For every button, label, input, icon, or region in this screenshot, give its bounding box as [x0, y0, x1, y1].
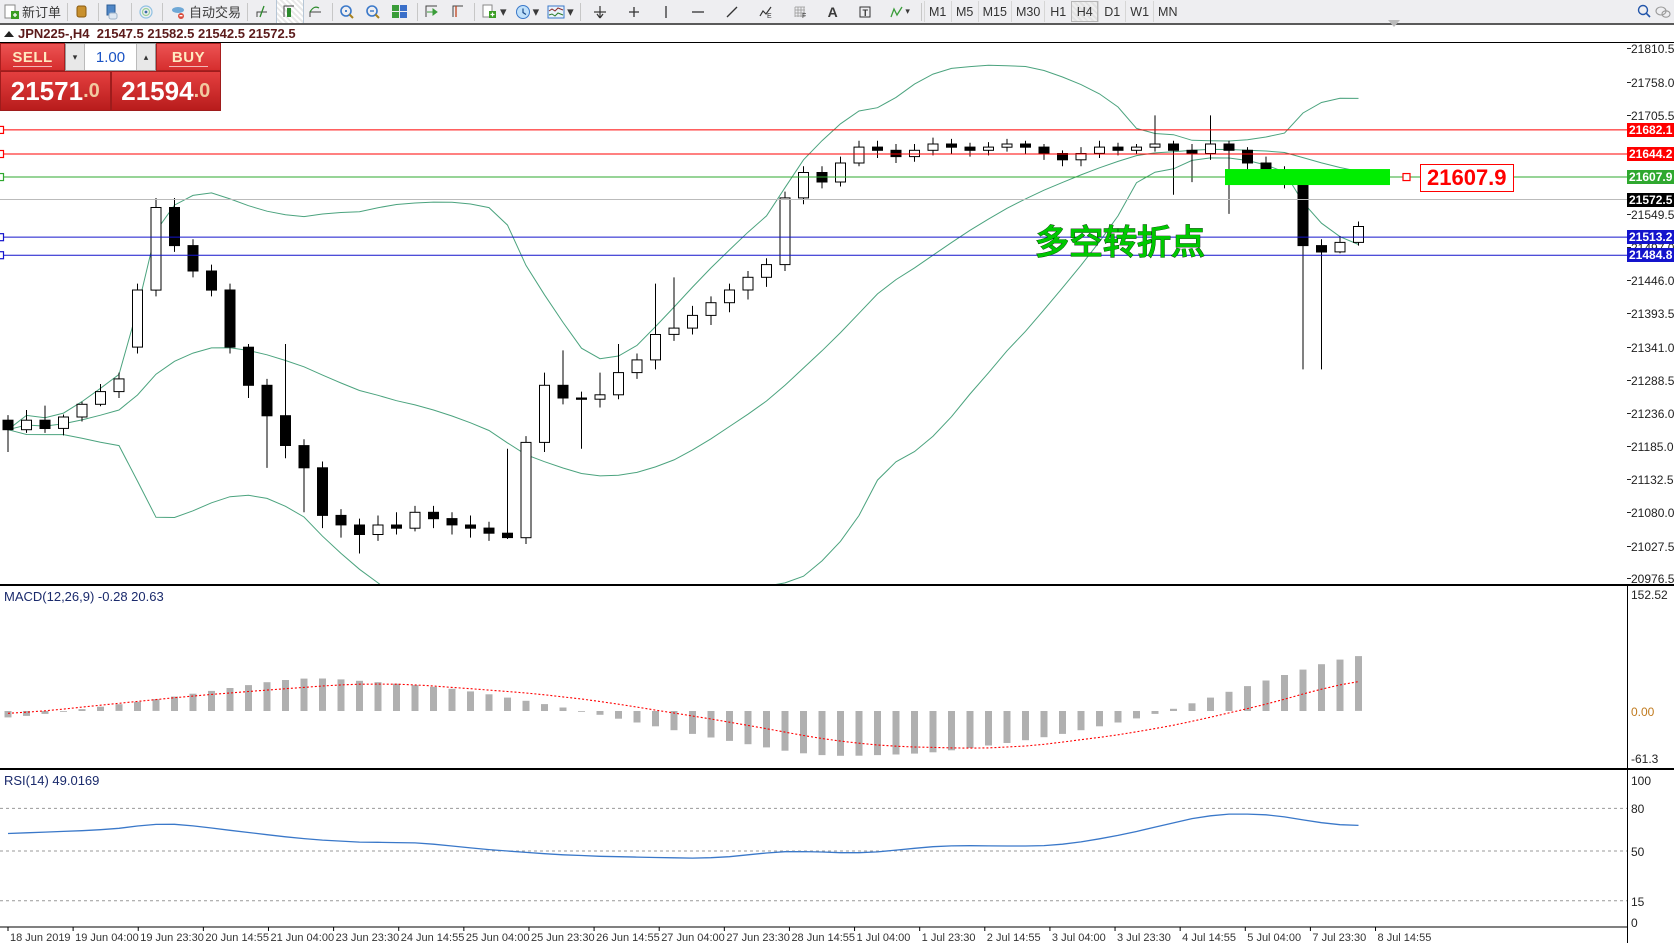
svg-text:E: E: [767, 13, 772, 19]
svg-text:F: F: [802, 13, 806, 19]
svg-text:多空转折点: 多空转折点: [1035, 224, 1205, 262]
svg-text:T: T: [862, 8, 868, 18]
